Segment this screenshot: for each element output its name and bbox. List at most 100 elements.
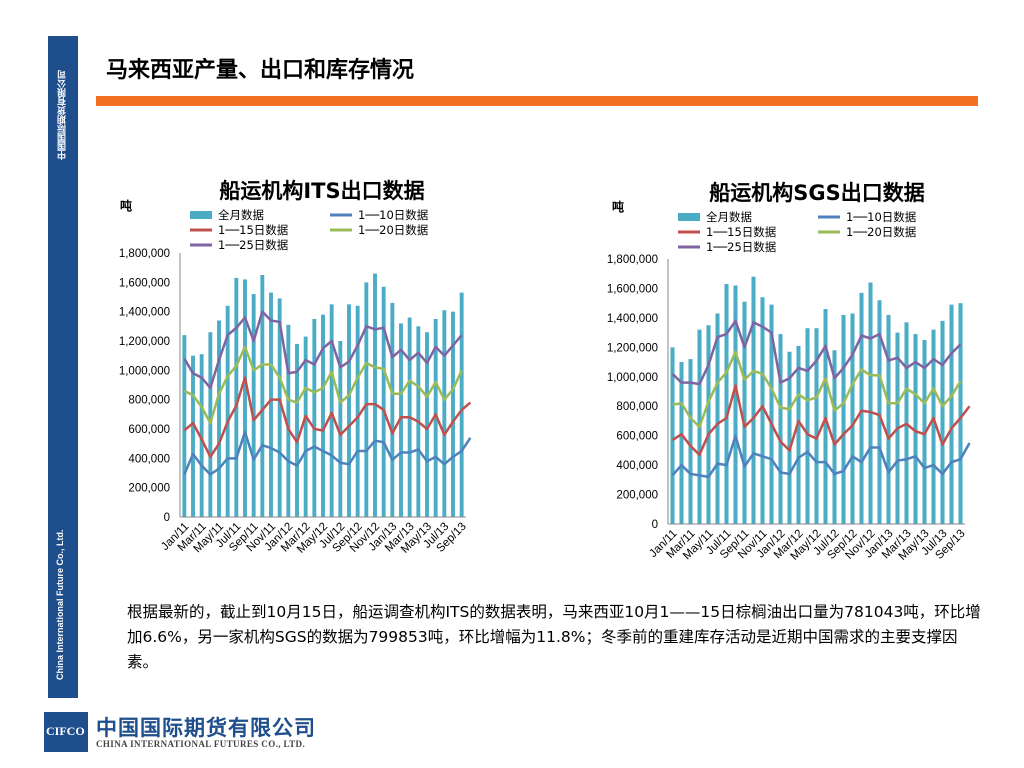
bar bbox=[751, 276, 756, 524]
bar bbox=[913, 334, 918, 524]
bar bbox=[182, 335, 187, 517]
footer-company-cn: 中国国际期货有限公司 bbox=[96, 716, 316, 740]
bar bbox=[670, 347, 675, 524]
y-tick-label: 800,000 bbox=[616, 401, 658, 413]
title-rule bbox=[96, 96, 978, 106]
y-tick-label: 1,800,000 bbox=[119, 248, 170, 260]
bar bbox=[805, 328, 810, 524]
bar bbox=[260, 275, 265, 517]
series-line bbox=[671, 319, 962, 386]
y-tick-label: 1,400,000 bbox=[119, 307, 170, 319]
bar bbox=[733, 285, 738, 524]
bar bbox=[451, 311, 455, 517]
bar bbox=[208, 332, 213, 517]
y-tick-label: 1,000,000 bbox=[119, 365, 170, 377]
y-tick-label: 200,000 bbox=[616, 490, 658, 502]
bar bbox=[949, 304, 954, 524]
bar bbox=[199, 354, 204, 517]
y-tick-label: 200,000 bbox=[128, 483, 170, 495]
series-line bbox=[183, 430, 472, 476]
bar bbox=[425, 332, 429, 517]
legend-label: 1──10日数据 bbox=[846, 210, 917, 224]
bar bbox=[688, 359, 693, 524]
bar bbox=[787, 351, 792, 524]
bar bbox=[832, 350, 837, 524]
y-tick-label: 600,000 bbox=[616, 431, 658, 443]
y-tick-label: 600,000 bbox=[128, 424, 170, 436]
bar bbox=[338, 341, 343, 517]
y-unit-label: 吨 bbox=[612, 199, 624, 214]
footer-company-en: CHINA INTERNATIONAL FUTURES CO., LTD. bbox=[96, 739, 306, 749]
y-tick-label: 1,600,000 bbox=[119, 277, 170, 289]
legend-label: 1──15日数据 bbox=[706, 225, 777, 239]
bar bbox=[347, 304, 351, 517]
bar bbox=[715, 313, 720, 524]
bar bbox=[760, 297, 765, 524]
bar bbox=[399, 323, 403, 517]
y-tick-label: 0 bbox=[652, 519, 658, 531]
bar bbox=[931, 329, 936, 524]
bar bbox=[886, 314, 891, 524]
bar bbox=[814, 328, 819, 524]
series-line bbox=[671, 434, 971, 479]
legend-swatch bbox=[678, 213, 700, 221]
bar bbox=[841, 314, 846, 524]
bar bbox=[251, 294, 256, 517]
y-tick-label: 1,800,000 bbox=[607, 254, 658, 266]
legend-label: 全月数据 bbox=[218, 208, 264, 222]
legend-label: 全月数据 bbox=[706, 210, 752, 224]
bar bbox=[459, 292, 464, 517]
y-tick-label: 1,200,000 bbox=[119, 336, 170, 348]
bar bbox=[355, 305, 360, 517]
y-tick-label: 400,000 bbox=[616, 460, 658, 472]
page-title: 马来西亚产量、出口和库存情况 bbox=[106, 58, 415, 83]
legend-label: 1──25日数据 bbox=[706, 240, 777, 254]
bar bbox=[796, 345, 801, 524]
sidebar bbox=[48, 36, 78, 698]
bar bbox=[778, 334, 783, 524]
bar bbox=[243, 279, 247, 517]
legend-label: 1──20日数据 bbox=[846, 225, 917, 239]
bar bbox=[823, 309, 828, 524]
bar bbox=[433, 319, 438, 517]
bar bbox=[312, 319, 317, 517]
bar bbox=[286, 324, 291, 517]
bar bbox=[217, 320, 221, 517]
bar bbox=[958, 303, 963, 524]
bar bbox=[769, 304, 774, 524]
y-unit-label: 吨 bbox=[120, 198, 132, 213]
bar bbox=[234, 277, 239, 517]
bar bbox=[859, 292, 864, 524]
series-line bbox=[183, 310, 463, 390]
y-tick-label: 1,400,000 bbox=[607, 313, 658, 325]
legend-label: 1──25日数据 bbox=[218, 238, 289, 252]
legend-swatch bbox=[190, 211, 212, 219]
bar bbox=[742, 301, 747, 524]
series-line bbox=[183, 345, 463, 425]
bar bbox=[373, 273, 377, 517]
bar bbox=[191, 355, 195, 517]
legend-label: 1──10日数据 bbox=[358, 208, 429, 222]
company-logo: CIFCO bbox=[44, 712, 88, 752]
legend-label: 1──20日数据 bbox=[358, 223, 429, 237]
bar bbox=[329, 304, 334, 517]
bar bbox=[321, 314, 325, 517]
bar bbox=[364, 282, 369, 517]
series-line bbox=[672, 350, 962, 429]
y-tick-label: 0 bbox=[164, 512, 170, 524]
bar bbox=[679, 362, 684, 524]
bar bbox=[868, 282, 873, 524]
series-line bbox=[671, 384, 971, 457]
bar bbox=[877, 300, 882, 524]
series-line bbox=[183, 376, 472, 459]
bar bbox=[442, 310, 447, 517]
logo-text: CIFCO bbox=[46, 724, 85, 738]
y-tick-label: 1,600,000 bbox=[607, 283, 658, 295]
bar bbox=[850, 313, 855, 524]
bar bbox=[390, 302, 395, 517]
bar bbox=[225, 305, 230, 517]
summary-paragraph: 根据最新的，截止到10月15日，船运调查机构ITS的数据表明，马来西亚10月1—… bbox=[127, 603, 981, 671]
